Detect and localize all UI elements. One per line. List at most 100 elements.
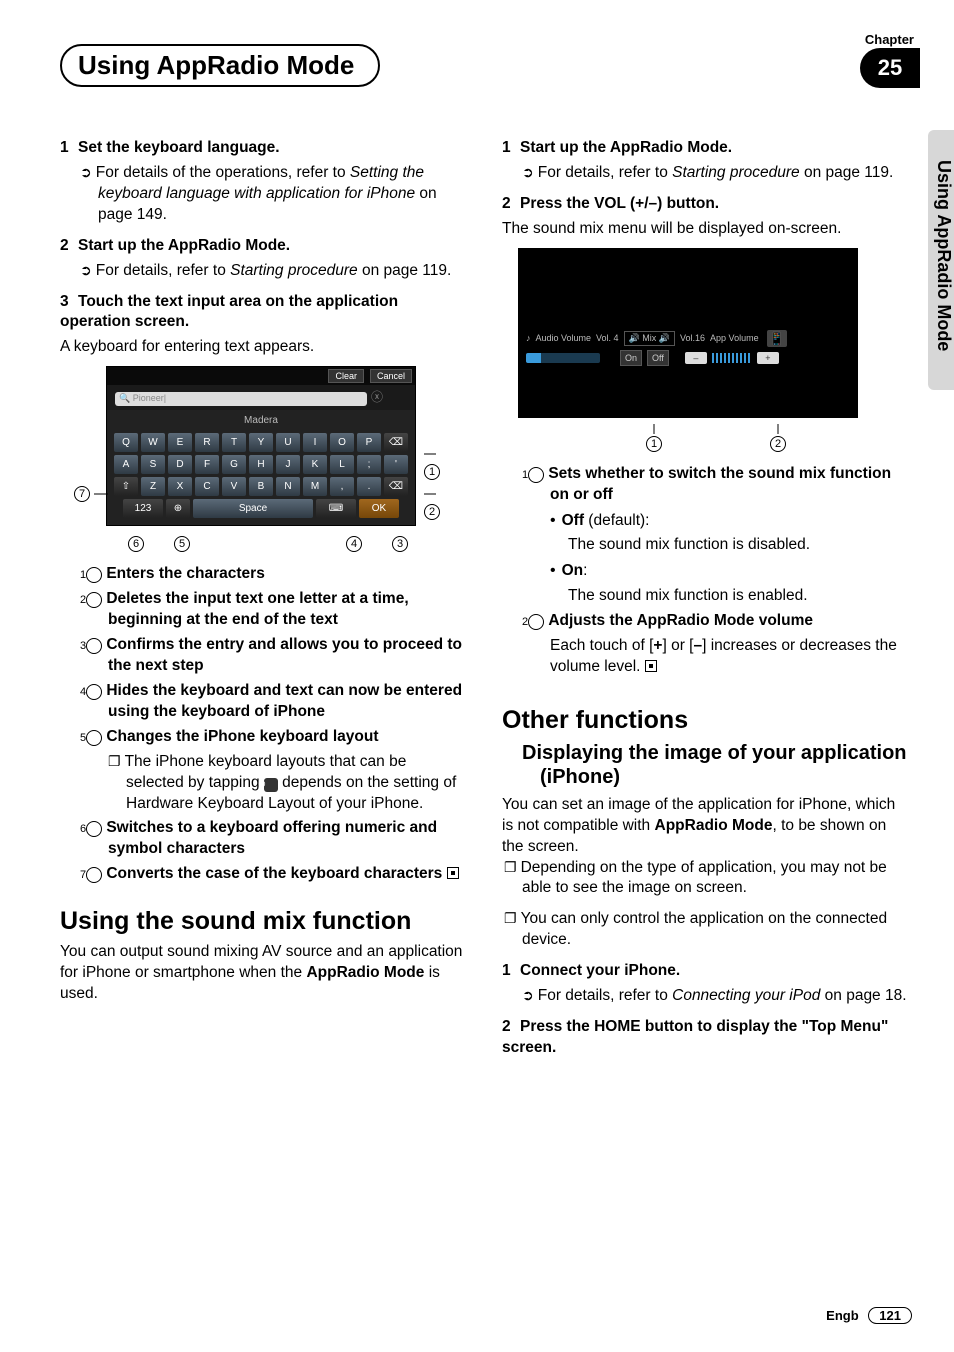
- other-step2: 2Press the HOME button to display the "T…: [502, 1017, 908, 1059]
- vol4-label: Vol. 4: [596, 332, 619, 344]
- step1-note: For details of the operations, refer to …: [60, 163, 466, 226]
- key-i[interactable]: I: [303, 433, 327, 452]
- mix-legend-1-off-body: The sound mix function is disabled.: [528, 535, 908, 556]
- step2-note: For details, refer to Starting procedure…: [60, 261, 466, 282]
- page-number: 121: [868, 1307, 912, 1324]
- key-e[interactable]: E: [168, 433, 192, 452]
- key-u[interactable]: U: [276, 433, 300, 452]
- r-step2-body: The sound mix menu will be displayed on-…: [502, 219, 908, 240]
- kb-clear-button[interactable]: Clear: [328, 369, 364, 383]
- key-⌨[interactable]: ⌨: [316, 499, 356, 518]
- mix-callout-2: 2: [770, 436, 786, 452]
- key-p[interactable]: P: [357, 433, 381, 452]
- minus-button[interactable]: –: [685, 352, 707, 364]
- sound-mix-heading: Using the sound mix function: [60, 907, 466, 936]
- audio-volume-label: Audio Volume: [536, 332, 592, 344]
- callout-6: 6: [128, 534, 144, 552]
- page-title: Using AppRadio Mode: [60, 44, 380, 87]
- key-b[interactable]: B: [249, 477, 273, 496]
- right-column: 1Start up the AppRadio Mode. For details…: [502, 132, 908, 1063]
- keyboard-legend: 1 Enters the characters 2 Deletes the in…: [86, 564, 466, 885]
- key-j[interactable]: J: [276, 455, 300, 474]
- key-d[interactable]: D: [168, 455, 192, 474]
- key-v[interactable]: V: [222, 477, 246, 496]
- mix-button[interactable]: 🔊 Mix 🔊: [624, 331, 675, 345]
- mix-legend-1-on-body: The sound mix function is enabled.: [528, 586, 908, 607]
- key-ok[interactable]: OK: [359, 499, 399, 518]
- mix-legend-1-off: Off (default):: [528, 510, 908, 532]
- key-y[interactable]: Y: [249, 433, 273, 452]
- key-⊕[interactable]: ⊕: [166, 499, 190, 518]
- key-k[interactable]: K: [303, 455, 327, 474]
- kb-row1: QWERTYUIOP⌫: [110, 433, 412, 452]
- kb-suggestion[interactable]: Madera: [107, 410, 415, 432]
- key-q[interactable]: Q: [114, 433, 138, 452]
- mix-off-button[interactable]: Off: [647, 350, 669, 366]
- mix-legend: 1 Sets whether to switch the sound mix f…: [528, 464, 908, 678]
- key-g[interactable]: G: [222, 455, 246, 474]
- mix-callouts: 1 2: [518, 424, 878, 452]
- kb-search-field[interactable]: 🔍 Pioneer|: [115, 392, 367, 406]
- page: Chapter 25 Using AppRadio Mode Using App…: [0, 0, 954, 1352]
- r-step2: 2Press the VOL (+/–) button.: [502, 194, 908, 215]
- kb-clear-x-icon[interactable]: ⓧ: [371, 389, 383, 405]
- other-heading: Other functions: [502, 706, 908, 735]
- key-f[interactable]: F: [195, 455, 219, 474]
- key-a[interactable]: A: [114, 455, 138, 474]
- key-z[interactable]: Z: [141, 477, 165, 496]
- keyboard-image: Clear Cancel 🔍 Pioneer| ⓧ Madera QWERTYUI…: [106, 366, 416, 526]
- key-s[interactable]: S: [141, 455, 165, 474]
- key-⇧[interactable]: ⇧: [114, 477, 138, 496]
- sound-mix-body: You can output sound mixing AV source an…: [60, 942, 466, 1005]
- key-w[interactable]: W: [141, 433, 165, 452]
- key-,[interactable]: ,: [330, 477, 354, 496]
- end-mark-icon: [447, 867, 459, 879]
- key-l[interactable]: L: [330, 455, 354, 474]
- key-space[interactable]: Space: [193, 499, 313, 518]
- side-tab-label: Using AppRadio Mode: [933, 160, 954, 351]
- key-t[interactable]: T: [222, 433, 246, 452]
- left-column: 1Set the keyboard language. For details …: [60, 132, 466, 1063]
- step2: 2Start up the AppRadio Mode.: [60, 236, 466, 257]
- mix-image: ♪ Audio Volume Vol. 4 🔊 Mix 🔊 Vol.16 App…: [518, 248, 858, 418]
- kb-row3: ⇧ZXCVBNM,.⌫: [110, 477, 412, 496]
- other-note1: Depending on the type of application, yo…: [502, 858, 908, 900]
- key-x[interactable]: X: [168, 477, 192, 496]
- legend-3: 3 Confirms the entry and allows you to p…: [86, 635, 466, 677]
- key-h[interactable]: H: [249, 455, 273, 474]
- key-o[interactable]: O: [330, 433, 354, 452]
- key-c[interactable]: C: [195, 477, 219, 496]
- callout-7: 7: [74, 484, 108, 502]
- key-'[interactable]: ': [384, 455, 408, 474]
- globe-icon: ⊕: [264, 778, 278, 792]
- chapter-label: Chapter: [865, 32, 914, 47]
- mix-on-button[interactable]: On: [620, 350, 642, 366]
- mix-callout-1: 1: [646, 436, 662, 452]
- kb-rows: QWERTYUIOP⌫ ASDFGHJKL;' ⇧ZXCVBNM,.⌫ 123⊕…: [107, 432, 415, 522]
- kb-row4: 123⊕Space⌨OK: [110, 499, 412, 518]
- key-⌫[interactable]: ⌫: [384, 433, 408, 452]
- mix-legend-1-on: On:: [528, 560, 908, 582]
- end-mark-icon-2: [645, 660, 657, 672]
- legend-5: 5 Changes the iPhone keyboard layout: [86, 727, 466, 748]
- step3: 3Touch the text input area on the applic…: [60, 292, 466, 334]
- key-m[interactable]: M: [303, 477, 327, 496]
- other-step1-note: For details, refer to Connecting your iP…: [502, 986, 908, 1007]
- step1: 1Set the keyboard language.: [60, 138, 466, 159]
- kb-cancel-button[interactable]: Cancel: [370, 369, 412, 383]
- key-;[interactable]: ;: [357, 455, 381, 474]
- footer-lang: Engb: [826, 1308, 859, 1323]
- key-n[interactable]: N: [276, 477, 300, 496]
- app-slider[interactable]: [712, 353, 752, 363]
- callout-2: 2: [424, 484, 450, 520]
- app-icon: 📱: [767, 330, 787, 348]
- key-r[interactable]: R: [195, 433, 219, 452]
- audio-slider[interactable]: [526, 353, 600, 363]
- legend-5-note: The iPhone keyboard layouts that can be …: [86, 752, 466, 815]
- key-⌫[interactable]: ⌫: [384, 477, 408, 496]
- plus-button[interactable]: +: [757, 352, 779, 364]
- callout-3: 3: [392, 534, 408, 552]
- key-.[interactable]: .: [357, 477, 381, 496]
- key-123[interactable]: 123: [123, 499, 163, 518]
- other-p1: You can set an image of the application …: [502, 795, 908, 858]
